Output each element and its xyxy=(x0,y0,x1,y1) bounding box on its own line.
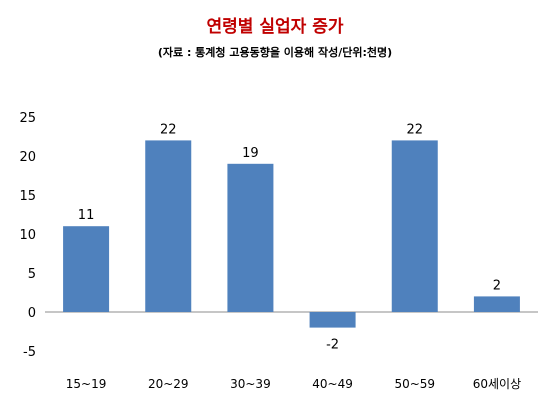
y-tick-label: -5 xyxy=(23,345,36,360)
y-tick-label: 10 xyxy=(19,228,36,243)
bar xyxy=(63,226,110,312)
category-label: 15~19 xyxy=(66,377,107,391)
y-tick-label: 0 xyxy=(28,306,36,321)
y-tick-label: 15 xyxy=(19,189,36,204)
bar xyxy=(227,163,274,312)
bar xyxy=(309,312,356,328)
bar xyxy=(145,140,192,312)
data-label: 2 xyxy=(493,278,501,293)
category-label: 50~59 xyxy=(394,377,435,391)
category-label: 30~39 xyxy=(230,377,271,391)
y-tick-label: 20 xyxy=(19,150,36,165)
data-label: 19 xyxy=(242,146,259,161)
y-tick-label: 25 xyxy=(19,111,36,126)
data-label: 22 xyxy=(406,122,423,137)
data-label: 22 xyxy=(160,122,177,137)
bar xyxy=(473,296,520,312)
category-label: 40~49 xyxy=(312,377,353,391)
category-label: 60세이상 xyxy=(473,377,521,391)
bar xyxy=(391,140,438,312)
chart-subtitle: (자료 : 통계청 고용동향을 이용해 작성/단위:천명) xyxy=(157,46,393,59)
data-label: 11 xyxy=(78,208,95,223)
category-label: 20~29 xyxy=(148,377,189,391)
data-label: -2 xyxy=(326,338,339,353)
chart-title: 연령별 실업자 증가 xyxy=(206,17,344,37)
y-tick-label: 5 xyxy=(28,267,36,282)
